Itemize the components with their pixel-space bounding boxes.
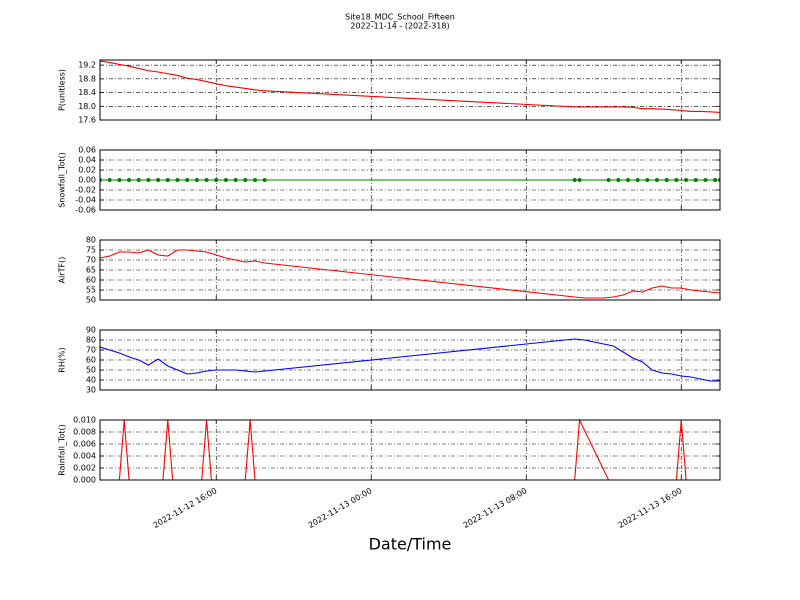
data-point — [684, 178, 689, 182]
data-line — [100, 60, 720, 114]
axes-frame — [99, 149, 721, 211]
data-point — [713, 178, 718, 182]
y-tick-label: 0.004 — [73, 452, 96, 461]
y-tick-label: 80 — [86, 236, 96, 245]
y-tick-label: 80 — [86, 336, 96, 345]
plot-area — [100, 249, 720, 299]
y-tick-label: 65 — [86, 266, 96, 275]
y-tick-label: 18.8 — [78, 74, 96, 83]
axes-frame — [99, 59, 721, 121]
data-point — [107, 178, 112, 182]
data-point — [233, 178, 238, 182]
data-point — [136, 178, 141, 182]
data-point — [243, 178, 248, 182]
data-point — [204, 178, 209, 182]
data-point — [606, 178, 611, 182]
y-tick-label: 60 — [86, 356, 96, 365]
y-tick-label: -0.06 — [75, 206, 96, 215]
y-axis-label: Rainfall_Tot() — [58, 424, 67, 476]
y-tick-label: 40 — [86, 376, 96, 385]
y-tick-label: 18.4 — [78, 88, 96, 97]
data-point — [253, 178, 257, 182]
data-point — [674, 178, 679, 182]
y-axis-label: AirTF() — [58, 257, 67, 284]
plot-area — [100, 338, 720, 382]
data-line — [100, 338, 720, 382]
y-tick-label: -0.02 — [75, 186, 96, 195]
y-tick-label: 60 — [86, 276, 96, 285]
panel: -0.06-0.04-0.020.000.020.040.06 Snowfall_… — [58, 146, 721, 215]
y-tick-label: 0.04 — [78, 156, 96, 165]
y-tick-label: 55 — [86, 286, 96, 295]
y-axis-label: Snowfall_Tot() — [58, 152, 67, 208]
data-point — [645, 178, 650, 182]
data-point — [616, 178, 621, 182]
y-tick-label: 0.006 — [73, 440, 96, 449]
data-point — [194, 178, 199, 182]
data-point — [572, 178, 577, 182]
data-point — [127, 178, 132, 182]
panel: 0.000 0.002 0.004 0.006 0.008 0.010 Rainfall_T… — [58, 416, 721, 485]
y-tick-label: 70 — [86, 256, 96, 265]
y-tick-label: 0.00 — [78, 176, 96, 185]
y-tick-label: 0.010 — [73, 416, 96, 425]
data-point — [156, 178, 161, 182]
plot-area — [100, 60, 720, 114]
data-point — [655, 178, 660, 182]
y-tick-label: 90 — [86, 326, 96, 335]
chart-subtitle: 2022-11-14 - (2022-318) — [350, 22, 449, 31]
y-axis-label: P(unitless) — [58, 69, 67, 111]
y-tick-label: 50 — [86, 366, 96, 375]
data-point — [185, 178, 190, 182]
data-point — [175, 178, 180, 182]
data-point — [635, 178, 640, 182]
y-tick-label: 0.02 — [78, 166, 96, 175]
y-tick-label: 18.0 — [78, 102, 96, 111]
y-tick-label: 17.6 — [78, 116, 96, 125]
y-tick-label: 0.008 — [73, 428, 96, 437]
x-axis-label: Date/Time — [369, 535, 452, 554]
data-point — [625, 178, 630, 182]
plot-area — [100, 178, 720, 182]
data-point — [693, 178, 698, 182]
data-point — [664, 178, 669, 182]
data-point — [146, 178, 151, 182]
y-tick-label: -0.04 — [75, 196, 96, 205]
data-point — [223, 178, 228, 182]
data-point — [117, 178, 122, 182]
y-tick-label: 0.000 — [73, 476, 96, 485]
y-tick-label: 30 — [86, 386, 96, 395]
panel: 17.6 18.0 18.4 18.8 19.2 P(unitless) — [58, 59, 721, 125]
y-tick-label: 50 — [86, 296, 96, 305]
axes-frame — [99, 239, 721, 301]
chart-title: Site18_MDC_School_Fifteen — [345, 13, 455, 22]
axes-frame — [99, 419, 721, 481]
y-tick-label: 70 — [86, 346, 96, 355]
data-point — [214, 178, 219, 182]
data-line — [100, 249, 720, 299]
data-point — [577, 178, 582, 182]
axes-frame — [99, 329, 721, 391]
y-tick-label: 19.2 — [78, 61, 96, 70]
y-tick-label: 75 — [86, 246, 96, 255]
data-point — [165, 178, 170, 182]
y-axis-label: RH(%) — [58, 347, 67, 372]
y-tick-label: 0.002 — [73, 464, 96, 473]
data-point — [262, 178, 267, 182]
y-tick-label: 0.06 — [78, 146, 96, 155]
data-point — [703, 178, 708, 182]
